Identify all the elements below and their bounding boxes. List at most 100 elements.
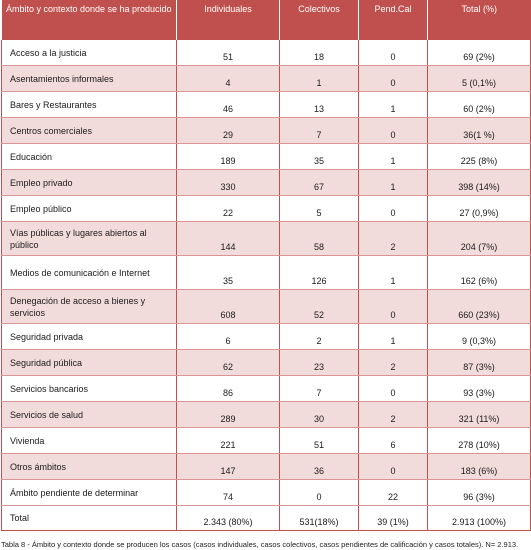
header-individuales: Individuales [176, 0, 280, 40]
cell-total: 2.913 (100%) [427, 505, 531, 531]
cell-total: 225 (8%) [427, 143, 531, 170]
cell-total: 162 (6%) [427, 255, 531, 290]
table-row: Empleo público 22 5 0 27 (0,9%) [1, 195, 531, 222]
cell-total: 60 (2%) [427, 91, 531, 118]
cell-ambito: Denegación de acceso a bienes y servicio… [1, 289, 177, 324]
cell-colectivos: 531(18%) [279, 505, 359, 531]
total-row: Total 2.343 (80%) 531(18%) 39 (1%) 2.913… [1, 505, 531, 531]
table-row: Otros ámbitos 147 36 0 183 (6%) [1, 453, 531, 480]
cell-pend-cal: 0 [358, 375, 428, 402]
cell-ambito: Seguridad privada [1, 323, 177, 350]
table-row: Empleo privado 330 67 1 398 (14%) [1, 169, 531, 196]
cell-individuales: 46 [176, 91, 280, 118]
cell-colectivos: 7 [279, 375, 359, 402]
cell-pend-cal: 1 [358, 91, 428, 118]
cell-colectivos: 30 [279, 401, 359, 428]
header-colectivos: Colectivos [279, 0, 359, 40]
cell-individuales: 62 [176, 349, 280, 376]
cell-ambito: Seguridad pública [1, 349, 177, 376]
table-row: Medios de comunicación e Internet 35 126… [1, 255, 531, 290]
table-header: Ámbito y contexto donde se ha producido … [1, 0, 531, 40]
cell-total: 36(1 %) [427, 117, 531, 144]
cell-pend-cal: 1 [358, 143, 428, 170]
cell-colectivos: 126 [279, 255, 359, 290]
table-row: Vivienda 221 51 6 278 (10%) [1, 427, 531, 454]
cell-individuales: 6 [176, 323, 280, 350]
cell-ambito: Empleo público [1, 195, 177, 222]
cell-pend-cal: 2 [358, 401, 428, 428]
table-row: Denegación de acceso a bienes y servicio… [1, 289, 531, 324]
cell-individuales: 22 [176, 195, 280, 222]
cell-total: 183 (6%) [427, 453, 531, 480]
cell-ambito: Total [1, 505, 177, 531]
table-body: Acceso a la justicia 51 18 0 69 (2%) Ase… [1, 40, 531, 531]
cell-ambito: Educación [1, 143, 177, 170]
cell-ambito: Servicios bancarios [1, 375, 177, 402]
table-row: Seguridad pública 62 23 2 87 (3%) [1, 349, 531, 376]
cell-pend-cal: 2 [358, 221, 428, 256]
cell-individuales: 289 [176, 401, 280, 428]
cell-pend-cal: 2 [358, 349, 428, 376]
cell-total: 87 (3%) [427, 349, 531, 376]
cell-pend-cal: 1 [358, 169, 428, 196]
table-row: Servicios de salud 289 30 2 321 (11%) [1, 401, 531, 428]
cell-colectivos: 51 [279, 427, 359, 454]
table-row: Acceso a la justicia 51 18 0 69 (2%) [1, 40, 531, 66]
cell-colectivos: 23 [279, 349, 359, 376]
cell-total: 5 (0,1%) [427, 65, 531, 92]
cell-pend-cal: 0 [358, 65, 428, 92]
cell-pend-cal: 0 [358, 40, 428, 66]
cell-colectivos: 18 [279, 40, 359, 66]
cell-individuales: 221 [176, 427, 280, 454]
table-row: Educación 189 35 1 225 (8%) [1, 143, 531, 170]
cell-individuales: 4 [176, 65, 280, 92]
cell-individuales: 189 [176, 143, 280, 170]
cell-pend-cal: 0 [358, 195, 428, 222]
cell-pend-cal: 0 [358, 289, 428, 324]
ambito-table: Ámbito y contexto donde se ha producido … [1, 0, 531, 531]
header-ambito: Ámbito y contexto donde se ha producido [1, 0, 177, 40]
cell-colectivos: 5 [279, 195, 359, 222]
cell-total: 204 (7%) [427, 221, 531, 256]
cell-total: 398 (14%) [427, 169, 531, 196]
table-row: Bares y Restaurantes 46 13 1 60 (2%) [1, 91, 531, 118]
cell-colectivos: 13 [279, 91, 359, 118]
cell-individuales: 29 [176, 117, 280, 144]
header-pend-cal: Pend.Cal [358, 0, 428, 40]
cell-individuales: 74 [176, 479, 280, 506]
cell-pend-cal: 1 [358, 323, 428, 350]
cell-individuales: 86 [176, 375, 280, 402]
cell-ambito: Acceso a la justicia [1, 40, 177, 66]
table-row: Vías públicas y lugares abiertos al públ… [1, 221, 531, 256]
cell-ambito: Vías públicas y lugares abiertos al públ… [1, 221, 177, 256]
cell-ambito: Otros ámbitos [1, 453, 177, 480]
cell-ambito: Vivienda [1, 427, 177, 454]
table-caption: Tabla 8 - Ámbito y contexto donde se pro… [1, 540, 519, 549]
cell-colectivos: 67 [279, 169, 359, 196]
cell-pend-cal: 39 (1%) [358, 505, 428, 531]
cell-individuales: 2.343 (80%) [176, 505, 280, 531]
cell-colectivos: 0 [279, 479, 359, 506]
cell-individuales: 144 [176, 221, 280, 256]
cell-ambito: Asentamientos informales [1, 65, 177, 92]
cell-total: 660 (23%) [427, 289, 531, 324]
cell-individuales: 51 [176, 40, 280, 66]
cell-ambito: Ámbito pendiente de determinar [1, 479, 177, 506]
cell-colectivos: 35 [279, 143, 359, 170]
cell-colectivos: 1 [279, 65, 359, 92]
cell-colectivos: 7 [279, 117, 359, 144]
table-row: Centros comerciales 29 7 0 36(1 %) [1, 117, 531, 144]
cell-total: 9 (0,3%) [427, 323, 531, 350]
cell-pend-cal: 6 [358, 427, 428, 454]
cell-individuales: 35 [176, 255, 280, 290]
cell-total: 321 (11%) [427, 401, 531, 428]
cell-colectivos: 58 [279, 221, 359, 256]
cell-pend-cal: 22 [358, 479, 428, 506]
table-row: Seguridad privada 6 2 1 9 (0,3%) [1, 323, 531, 350]
cell-colectivos: 36 [279, 453, 359, 480]
cell-ambito: Centros comerciales [1, 117, 177, 144]
cell-total: 27 (0,9%) [427, 195, 531, 222]
cell-individuales: 147 [176, 453, 280, 480]
table-row: Ámbito pendiente de determinar 74 0 22 9… [1, 479, 531, 506]
table-row: Servicios bancarios 86 7 0 93 (3%) [1, 375, 531, 402]
